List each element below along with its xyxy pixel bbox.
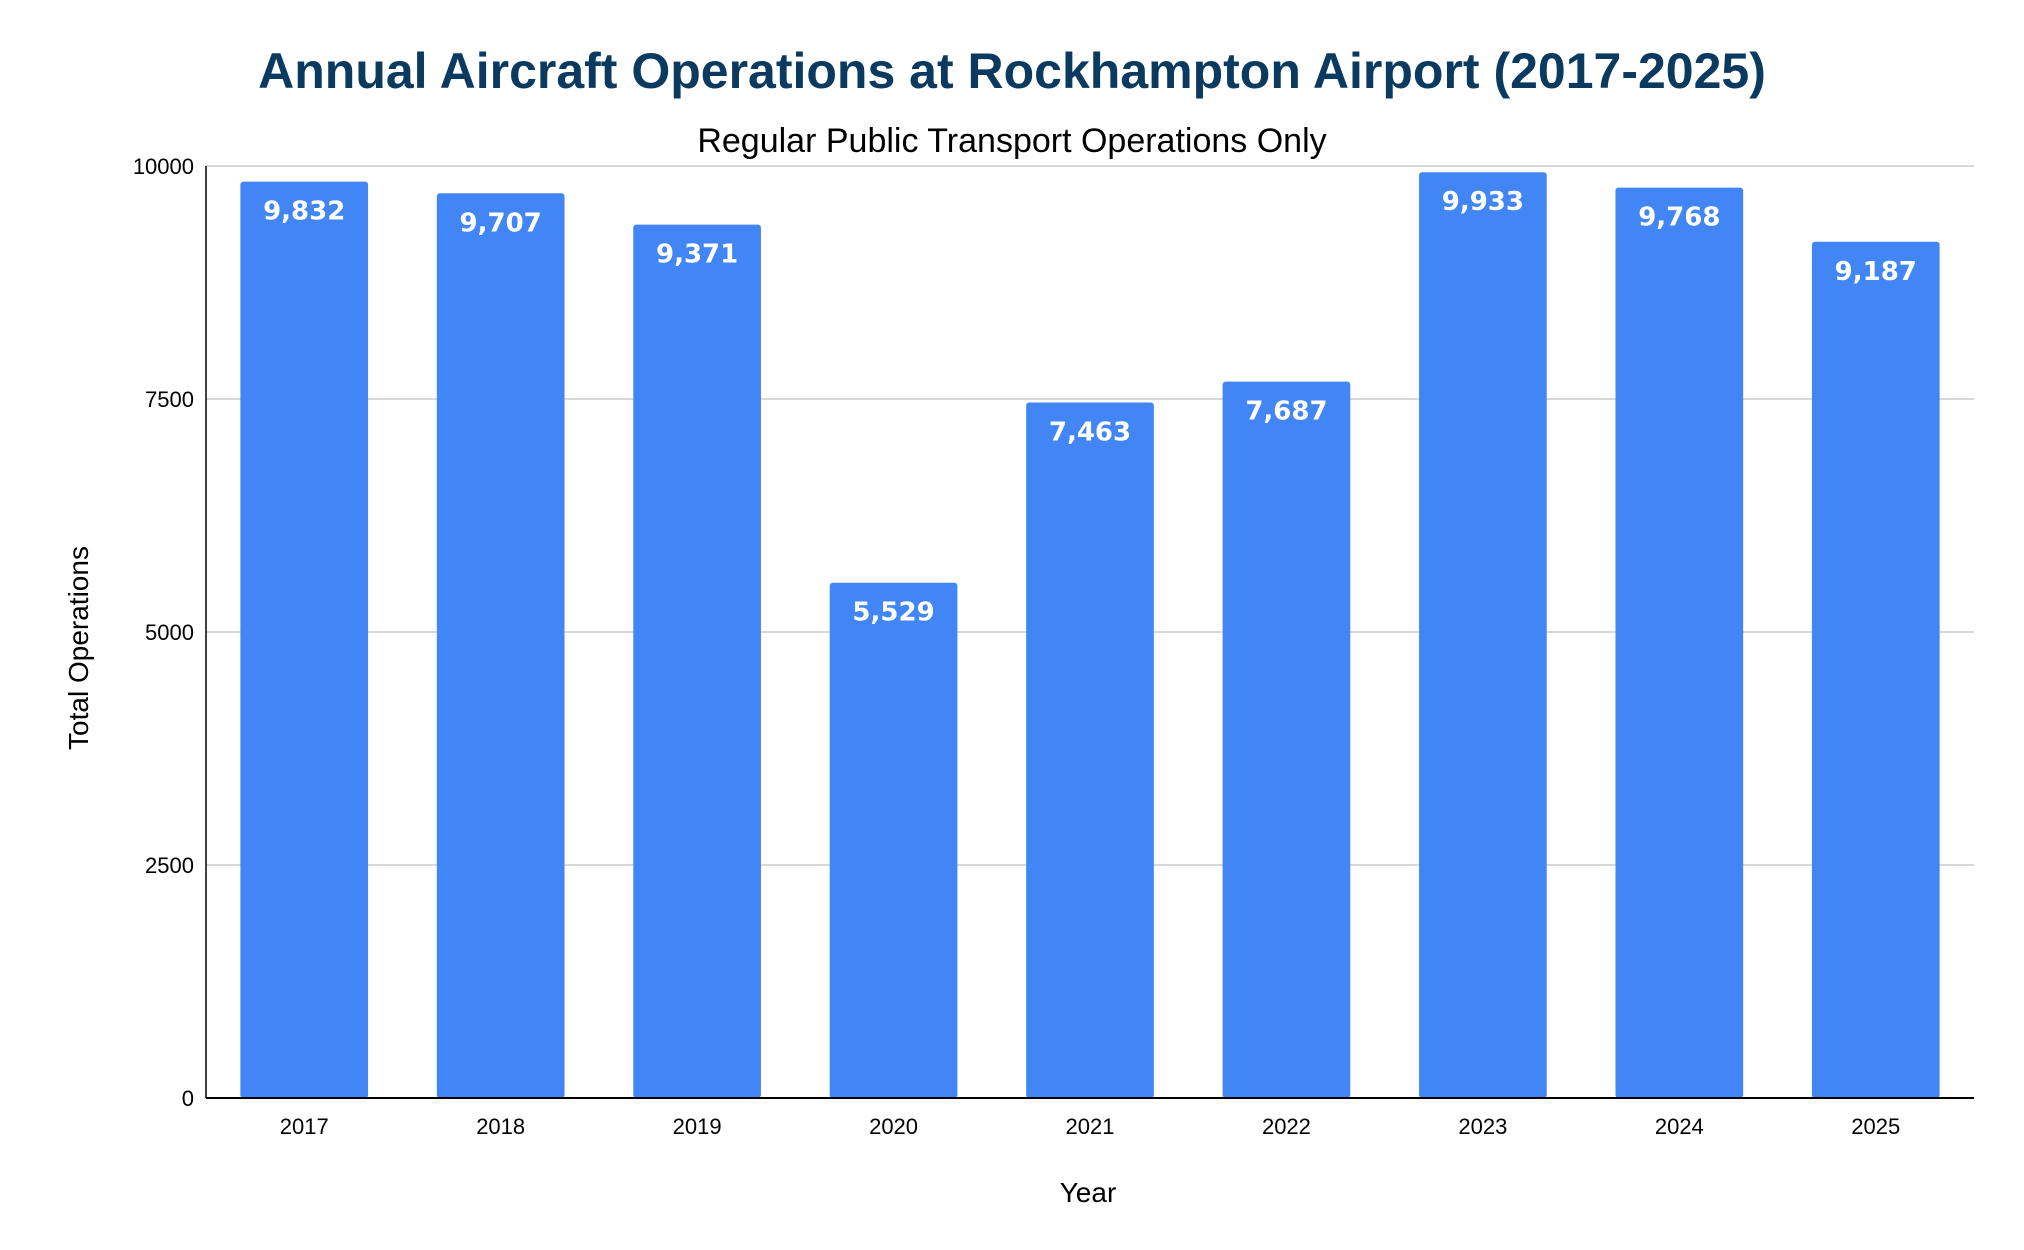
x-tick-label: 2024 <box>1655 1114 1704 1139</box>
bar-2022 <box>1222 381 1351 1098</box>
bar-2020 <box>829 582 958 1098</box>
y-tick-label: 2500 <box>145 853 194 878</box>
x-tick-label: 2020 <box>869 1114 918 1139</box>
data-label: 9,187 <box>1835 257 1917 287</box>
y-tick-label: 10000 <box>133 154 194 179</box>
bar-2018 <box>436 193 565 1098</box>
bar-2024 <box>1615 187 1744 1098</box>
x-tick-label: 2022 <box>1262 1114 1311 1139</box>
data-labels: 9,832 9,707 9,371 5,529 7,463 7,687 9,933 9,768… <box>263 187 1917 627</box>
data-label: 7,687 <box>1245 397 1327 427</box>
chart-subtitle: Regular Public Transport Operations Only <box>697 122 1326 160</box>
y-axis-title: Total Operations <box>63 546 94 750</box>
bars <box>240 172 1940 1099</box>
bar-2023 <box>1419 172 1547 1099</box>
x-tick-label: 2017 <box>280 1114 329 1139</box>
bar-2019 <box>633 224 761 1098</box>
data-label: 9,371 <box>656 240 738 270</box>
x-axis-title: Year <box>1060 1177 1117 1208</box>
data-label: 5,529 <box>852 598 934 628</box>
x-tick-label: 2025 <box>1851 1114 1900 1139</box>
data-label: 9,707 <box>460 208 542 238</box>
y-tick-label: 0 <box>182 1086 194 1111</box>
y-tick-label: 5000 <box>145 620 194 645</box>
x-tick-label: 2023 <box>1458 1114 1507 1139</box>
data-label: 7,463 <box>1049 417 1131 447</box>
x-tick-label: 2021 <box>1066 1114 1115 1139</box>
y-tick-label: 7500 <box>145 387 194 412</box>
chart-title: Annual Aircraft Operations at Rockhampto… <box>258 43 1766 99</box>
bar-2021 <box>1026 402 1154 1099</box>
axes: 0 2500 5000 7500 10000 2017 2018 2019 2020 2021 20… <box>133 154 1974 1139</box>
x-tick-label: 2019 <box>673 1114 722 1139</box>
data-label: 9,768 <box>1638 203 1720 233</box>
bar-2017 <box>240 181 369 1098</box>
x-tick-label: 2018 <box>476 1114 525 1139</box>
data-label: 9,933 <box>1442 187 1524 217</box>
bar-2025 <box>1811 241 1940 1098</box>
data-label: 9,832 <box>263 197 345 227</box>
